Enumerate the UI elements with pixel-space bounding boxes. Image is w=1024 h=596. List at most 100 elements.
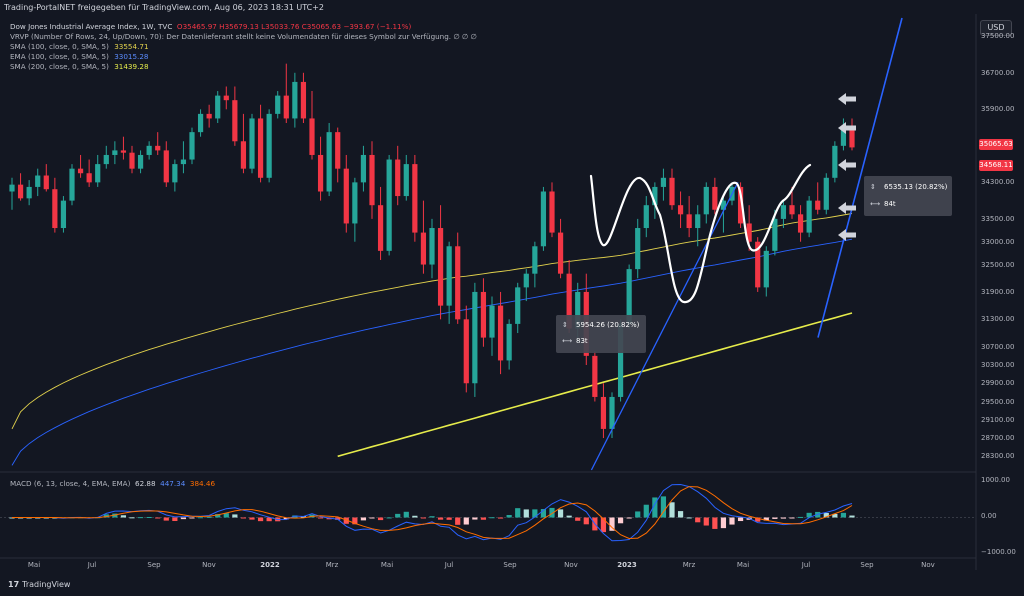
time-axis-label: Mrz [682,561,696,569]
macd-histogram-bar [720,517,727,529]
macd-histogram-bar [146,516,152,518]
candle-body [755,241,761,288]
candle-body [335,132,341,169]
candle-body [463,319,469,384]
candle-body [686,214,692,229]
candle-body [720,200,727,210]
macd-histogram-bar [172,517,178,521]
candle-body [472,291,478,384]
measure-box-lower[interactable]: ⇕ 5954.26 (20.82%) ⟷ 83t [556,315,646,353]
macd-histogram-bar [352,517,358,525]
macd-histogram-bar [797,516,804,518]
tradingview-branding[interactable]: 𝟭𝟳 TradingView [8,580,70,589]
price-axis-label: 35900.00 [981,105,1015,114]
candle-body [26,186,32,199]
macd-histogram-bar [377,517,384,521]
symbol-title[interactable]: Dow Jones Industrial Average Index, 1W, … [10,22,173,31]
macd-histogram-bar [737,517,744,522]
candle-body [523,273,529,288]
measure-lower-bars: 83t [576,337,588,345]
macd-histogram-bar [446,517,452,520]
macd-histogram-bar [515,508,521,518]
candle-body [146,145,152,155]
candle-body [95,164,101,183]
macd-histogram-bar [609,517,615,531]
macd-histogram-bar [840,512,847,518]
macd-histogram-bar [780,517,787,519]
marker-price-tag: 34568.11 [979,160,1013,171]
vrvp-eye-icons[interactable]: ∅ ∅ ∅ [453,32,477,41]
time-axis-label: Mai [380,561,394,569]
sma100-legend[interactable]: SMA (100, close, 0, SMA, 5) [10,42,109,51]
candle-body [35,175,41,187]
macd-histogram-bar [763,517,769,521]
candle-body [352,182,358,224]
candle-body [292,81,298,119]
candle-body [532,246,538,274]
macd-histogram-bar [729,517,735,525]
macd-histogram-bar [617,517,624,524]
measure-upper-change: 6535.13 (20.82%) [884,183,948,191]
time-axis-label: Sep [503,561,517,569]
candle-body [669,177,675,206]
currency-selector[interactable]: USD [980,20,1012,36]
candle-body [789,205,795,215]
vrvp-legend[interactable]: VRVP (Number Of Rows, 24, Up/Down, 70): … [10,32,452,41]
left-arrow-icon [838,159,856,171]
price-axis-label: 36700.00 [981,68,1015,77]
measure-lower-change: 5954.26 (20.82%) [576,321,640,329]
candle-body [823,177,829,210]
candle-body [763,250,769,288]
macd-histogram-bar [155,517,161,519]
candle-body [797,214,804,233]
candle-body [600,396,607,429]
ema100-legend[interactable]: EMA (100, close, 0, SMA, 5) [10,52,109,61]
macd-legend[interactable]: MACD (6, 13, close, 4, EMA, EMA) 62.88 4… [10,479,215,488]
candle-body [369,154,375,206]
candle-body [103,154,109,165]
macd-histogram-bar [386,517,392,519]
indicator-legend: Dow Jones Industrial Average Index, 1W, … [10,22,477,72]
candle-body [403,164,409,197]
candle-body [163,150,169,183]
tradingview-logo-icon: 𝟭𝟳 [8,580,20,589]
candle-body [643,205,649,229]
time-axis-label: Mrz [325,561,339,569]
macd-histogram-bar [772,517,778,519]
candle-body [420,232,427,265]
candle-body [815,200,821,210]
macd-label: MACD (6, 13, close, 4, EMA, EMA) [10,479,131,488]
candle-body [540,191,547,247]
price-axis-label: 30700.00 [981,342,1015,351]
candle-body [575,291,581,329]
macd-histogram-bar [257,517,264,522]
candle-body [137,154,144,169]
candle-body [446,246,452,306]
macd-histogram-bar [240,517,247,519]
candle-body [283,95,289,119]
macd-histogram-bar [215,514,221,518]
candle-body [437,228,444,306]
candle-body [69,168,75,201]
macd-histogram-bar [643,504,649,518]
candle-body [772,218,778,251]
time-axis-label: Nov [921,561,935,569]
macd-histogram-bar [437,517,444,520]
macd-histogram-bar [360,517,367,521]
macd-histogram-bar [566,515,572,518]
candle-body [832,145,838,178]
measure-box-upper[interactable]: ⇕ 6535.13 (20.82%) ⟷ 84t [864,176,952,216]
candle-body [52,189,58,229]
candle-body [240,141,247,169]
sma200-legend[interactable]: SMA (200, close, 0, SMA, 5) [10,62,109,71]
price-axis-label: 31300.00 [981,315,1015,324]
sma200-value: 31439.28 [114,62,149,71]
sma100-value: 33554.71 [114,42,149,51]
macd-histogram-bar [249,517,255,520]
macd-histogram-bar [497,517,504,519]
measure-upper-bars: 84t [884,200,896,208]
candle-body [429,228,435,265]
macd-scale-bottom: −1000.00 [981,548,1016,556]
